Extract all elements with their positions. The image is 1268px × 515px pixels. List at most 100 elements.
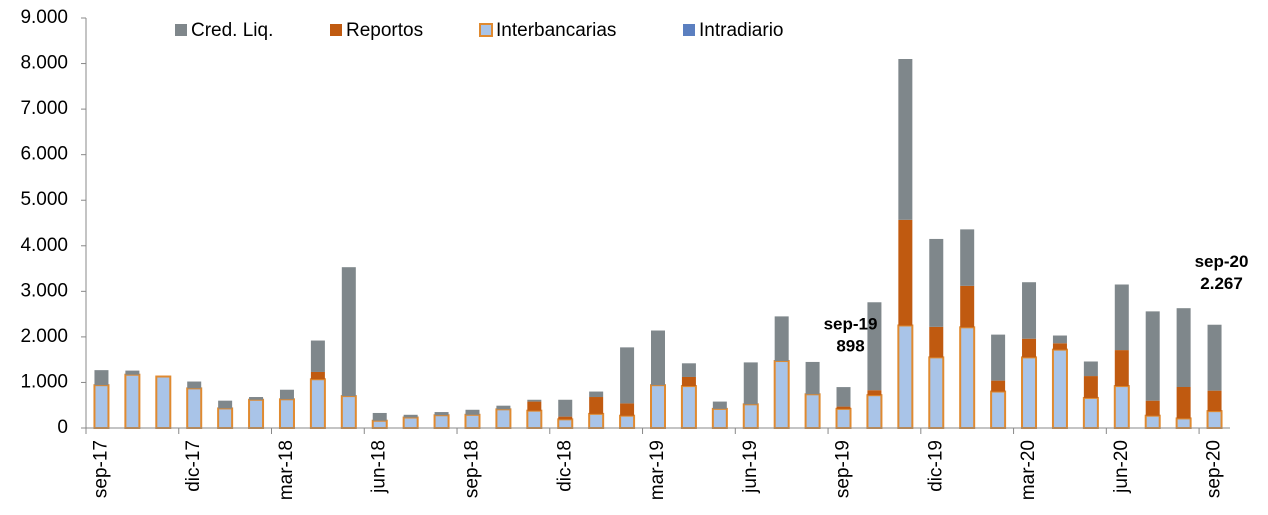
bar-segment (619, 414, 636, 430)
bar-segment (1176, 308, 1191, 387)
bar-segment (929, 238, 944, 327)
bar-segment (465, 409, 480, 415)
bar-segment (93, 384, 110, 429)
x-tick-label: mar-20 (1018, 440, 1039, 500)
bar-segment (558, 416, 573, 420)
bar-segment (495, 408, 512, 430)
bar-segment (186, 387, 203, 430)
bar-segment (1052, 335, 1067, 344)
bar-segment (1051, 348, 1068, 429)
bar-segment (960, 285, 975, 328)
legend-label: Reportos (346, 20, 423, 41)
legend-label: Cred. Liq. (191, 20, 273, 41)
bar-segment (866, 394, 883, 430)
bar-segment (1145, 400, 1160, 416)
bar-segment (1144, 414, 1161, 430)
bar-segment (959, 326, 976, 430)
bar-segment (773, 360, 790, 429)
bar-segment (1145, 311, 1160, 401)
bar-segment (742, 403, 759, 429)
bar-segment (94, 370, 109, 386)
bar-segment (651, 330, 665, 386)
x-tick-label: jun-20 (1111, 440, 1132, 494)
bar-segment (310, 371, 325, 380)
y-tick-label: 7.000 (20, 98, 68, 119)
bar-segment (867, 390, 882, 396)
legend-label: Interbancarias (496, 20, 616, 41)
y-tick-label: 1.000 (20, 371, 68, 392)
bar-segment (991, 380, 1006, 392)
x-tick-label: dic-17 (183, 440, 204, 492)
bar-segment (1206, 410, 1223, 429)
y-tick-label: 9.000 (20, 7, 68, 28)
bar-segment (527, 399, 542, 402)
bar-segment (279, 389, 294, 400)
bar-segment (836, 406, 851, 409)
bar-segment (589, 397, 604, 414)
bar-segment (1022, 338, 1037, 358)
y-tick-label: 2.000 (20, 326, 68, 347)
bar-segment (804, 393, 821, 429)
bar-segment (402, 416, 419, 429)
bar-segment (371, 419, 388, 430)
bar-segment (557, 418, 574, 430)
bar-segment (1176, 387, 1191, 419)
legend-swatch (330, 24, 342, 36)
bar-segment (588, 412, 605, 429)
y-tick-label: 3.000 (20, 280, 68, 301)
bar-segment (620, 403, 635, 416)
y-tick-label: 5.000 (20, 189, 68, 210)
bar-segment (743, 362, 758, 405)
bar-segment (218, 400, 233, 409)
x-tick-label: sep-18 (462, 440, 483, 498)
bar-segment (1114, 350, 1129, 387)
bar-segment (1052, 343, 1067, 350)
bar-segment (1114, 284, 1129, 351)
legend-label: Intradiario (699, 20, 784, 41)
annotation-label: sep-20 (1195, 252, 1249, 271)
bar-segment (711, 407, 728, 430)
bar-segment (341, 267, 356, 397)
y-tick-label: 0 (57, 417, 68, 438)
bar-segment (434, 412, 449, 416)
bar-segment (1083, 361, 1098, 377)
bar-segment (1021, 356, 1038, 429)
bar-segment (589, 391, 604, 398)
bar-segment (1207, 390, 1222, 412)
bar-segment (527, 401, 542, 411)
bar-segment (372, 412, 387, 421)
legend-swatch (683, 24, 695, 36)
bar-segment (340, 395, 357, 430)
bar-segment (929, 326, 944, 358)
bar-segment (805, 361, 820, 395)
bar-segment (897, 324, 914, 429)
bar-segment (990, 390, 1007, 429)
bar-segment (1207, 324, 1222, 391)
x-tick-label: sep-20 (1204, 440, 1225, 498)
x-tick-label: sep-17 (90, 440, 111, 498)
x-tick-label: jun-19 (740, 440, 761, 494)
x-tick-label: mar-18 (276, 440, 297, 500)
bar-segment (403, 414, 418, 418)
bar-segment (310, 340, 325, 372)
bar-segment (309, 378, 326, 429)
annotation-value: 898 (836, 337, 864, 356)
bar-segment (433, 414, 450, 430)
bar-segment (835, 407, 852, 430)
x-tick-label: jun-18 (369, 440, 390, 494)
y-tick-label: 6.000 (20, 144, 68, 165)
bar-segment (526, 409, 543, 430)
bar-segment (464, 413, 481, 429)
bar-segment (928, 356, 945, 429)
legend-swatch (479, 23, 493, 37)
bar-segment (712, 401, 727, 409)
bar-segment (248, 398, 265, 429)
bar-segment (278, 398, 295, 429)
bar-segment (124, 373, 141, 430)
bar-segment (496, 405, 511, 410)
bar-segment (125, 370, 140, 375)
x-tick-label: sep-19 (833, 440, 854, 498)
bar-segment (155, 375, 172, 429)
legend-swatch (175, 24, 187, 36)
